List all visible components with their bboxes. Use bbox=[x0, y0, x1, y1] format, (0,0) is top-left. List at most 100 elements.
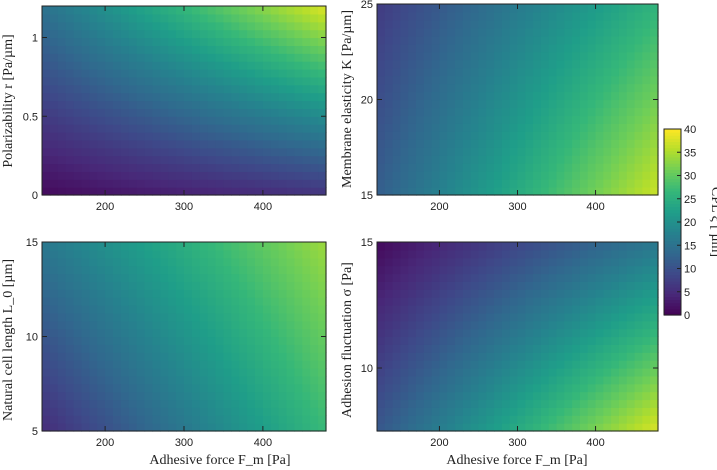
heatmap-cell bbox=[509, 297, 519, 306]
heatmap-cell bbox=[231, 368, 240, 377]
heatmap-cell bbox=[501, 51, 511, 61]
heatmap-cell bbox=[611, 171, 620, 180]
heatmap-cell bbox=[626, 123, 636, 132]
heatmap-cell bbox=[572, 320, 581, 330]
heatmap-cell bbox=[136, 336, 146, 345]
heatmap-cell bbox=[501, 399, 511, 408]
heatmap-cell bbox=[176, 375, 185, 385]
heatmap-cell bbox=[556, 352, 565, 361]
heatmap-cell bbox=[160, 187, 169, 196]
heatmap-cell bbox=[400, 51, 409, 61]
heatmap-cell bbox=[223, 336, 232, 345]
heatmap-cell bbox=[494, 375, 503, 385]
heatmap-cell bbox=[556, 242, 565, 251]
heatmap-cell bbox=[318, 179, 327, 188]
heatmap-cell bbox=[408, 273, 417, 282]
heatmap-cell bbox=[199, 415, 209, 424]
heatmap-cell bbox=[231, 352, 240, 361]
heatmap-cell bbox=[579, 4, 589, 13]
heatmap-cell bbox=[223, 187, 232, 196]
heatmap-cell bbox=[262, 273, 272, 282]
heatmap-cell bbox=[423, 131, 433, 140]
heatmap-cell bbox=[416, 320, 425, 330]
heatmap-cell bbox=[302, 155, 311, 165]
heatmap-cell bbox=[113, 328, 122, 338]
heatmap-cell bbox=[215, 360, 225, 369]
heatmap-cell bbox=[176, 297, 185, 306]
heatmap-cell bbox=[152, 163, 161, 172]
heatmap-cell bbox=[81, 21, 90, 31]
heatmap-cell bbox=[270, 13, 280, 23]
heatmap-cell bbox=[191, 289, 201, 298]
heatmap-cell bbox=[462, 99, 472, 109]
heatmap-cell bbox=[501, 273, 511, 282]
heatmap-cell bbox=[603, 27, 612, 37]
heatmap-cell bbox=[105, 163, 114, 172]
heatmap-cell bbox=[302, 100, 311, 109]
heatmap-cell bbox=[548, 320, 558, 330]
heatmap-cell bbox=[517, 336, 526, 345]
heatmap-cell bbox=[113, 320, 122, 330]
heatmap-cell bbox=[423, 83, 433, 93]
heatmap-cell bbox=[57, 139, 67, 149]
heatmap-cell bbox=[89, 92, 98, 102]
heatmap-cell bbox=[191, 163, 201, 172]
heatmap-cell bbox=[556, 155, 565, 164]
heatmap-cell bbox=[270, 320, 280, 330]
heatmap-cell bbox=[97, 171, 106, 180]
heatmap-cell bbox=[65, 242, 75, 251]
heatmap-cell bbox=[486, 75, 495, 85]
heatmap-cell bbox=[207, 29, 217, 39]
heatmap-cell bbox=[462, 320, 472, 330]
heatmap-cell bbox=[634, 59, 643, 69]
heatmap-cell bbox=[223, 100, 232, 109]
heatmap-cell bbox=[579, 11, 589, 21]
heatmap-cell bbox=[556, 99, 565, 109]
heatmap-cell bbox=[73, 328, 83, 338]
heatmap-cell bbox=[247, 383, 256, 393]
heatmap-cell bbox=[572, 163, 581, 172]
heatmap-cell bbox=[207, 328, 217, 338]
heatmap-cell bbox=[97, 29, 106, 39]
heatmap-cell bbox=[533, 75, 542, 85]
heatmap-cell bbox=[105, 179, 114, 188]
heatmap-cell bbox=[470, 19, 480, 29]
heatmap-cell bbox=[239, 132, 248, 141]
heatmap-cell bbox=[486, 281, 495, 290]
heatmap-cell bbox=[384, 163, 394, 172]
heatmap-cell bbox=[501, 67, 511, 77]
heatmap-cell bbox=[501, 242, 511, 251]
heatmap-cell bbox=[57, 116, 67, 125]
heatmap-cell bbox=[447, 123, 456, 132]
heatmap-cell bbox=[270, 257, 280, 267]
heatmap-cell bbox=[191, 360, 201, 369]
heatmap-cell bbox=[247, 139, 256, 149]
heatmap-cell bbox=[191, 415, 201, 424]
heatmap-cell bbox=[318, 139, 327, 149]
heatmap-cell bbox=[270, 147, 280, 157]
heatmap-cell bbox=[611, 59, 620, 69]
heatmap-cell bbox=[144, 13, 154, 23]
heatmap-cell bbox=[470, 131, 480, 140]
heatmap-cell bbox=[377, 131, 386, 140]
heatmap-cell bbox=[626, 320, 636, 330]
heatmap-cell bbox=[160, 399, 169, 408]
heatmap-cell bbox=[384, 281, 394, 290]
heatmap-cell bbox=[377, 67, 386, 77]
colorbar-swatch bbox=[664, 256, 681, 260]
heatmap-cell bbox=[247, 171, 256, 180]
heatmap-cell bbox=[128, 242, 138, 251]
heatmap-cell bbox=[525, 289, 534, 298]
heatmap-cell bbox=[128, 383, 138, 393]
heatmap-cell bbox=[642, 297, 651, 306]
heatmap-cell bbox=[286, 375, 296, 385]
heatmap-cell bbox=[128, 391, 138, 401]
x-tick-label: 200 bbox=[430, 437, 448, 449]
heatmap-cell bbox=[255, 84, 264, 94]
heatmap-cell bbox=[255, 139, 264, 149]
heatmap-cell bbox=[548, 163, 558, 172]
heatmap-cell bbox=[416, 99, 425, 109]
heatmap-cell bbox=[168, 61, 177, 70]
heatmap-cell bbox=[416, 328, 425, 338]
heatmap-cell bbox=[120, 171, 130, 180]
